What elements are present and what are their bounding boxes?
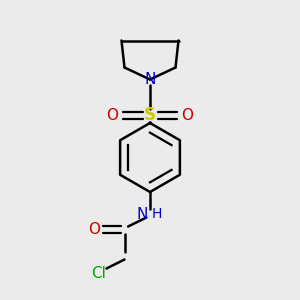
Text: O: O xyxy=(88,222,101,237)
Text: S: S xyxy=(144,106,156,124)
Text: N: N xyxy=(144,72,156,87)
Text: O: O xyxy=(182,108,194,123)
Text: O: O xyxy=(106,108,119,123)
Text: N: N xyxy=(136,207,148,222)
Text: H: H xyxy=(152,208,162,221)
Text: Cl: Cl xyxy=(92,266,106,280)
